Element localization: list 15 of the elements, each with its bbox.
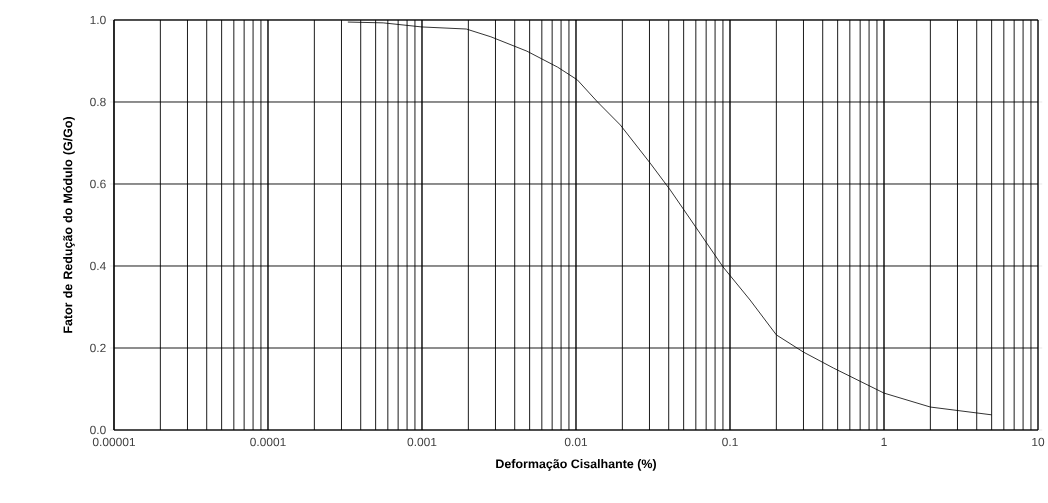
x-tick-label: 1 — [881, 437, 887, 446]
x-tick-label: 0.00001 — [92, 437, 135, 447]
x-tick-label: 0.001 — [407, 437, 437, 447]
y-tick-label: 0.2 — [90, 343, 106, 353]
x-tick-label: 0.1 — [722, 437, 738, 447]
y-tick-label: 0.0 — [90, 425, 106, 435]
x-axis-title: Deformação Cisalhante (%) — [496, 459, 656, 471]
x-tick-label: 0.01 — [564, 437, 588, 447]
y-tick-label: 0.6 — [90, 179, 106, 189]
y-tick-label: 1.0 — [90, 15, 106, 25]
x-tick-label: 10 — [1032, 437, 1045, 447]
y-axis-title: Fator de Redução do Módulo (G/Go) — [63, 116, 75, 333]
y-tick-label: 0.8 — [90, 97, 106, 107]
x-tick-label: 0.0001 — [250, 437, 286, 447]
y-tick-label: 0.4 — [90, 261, 106, 271]
